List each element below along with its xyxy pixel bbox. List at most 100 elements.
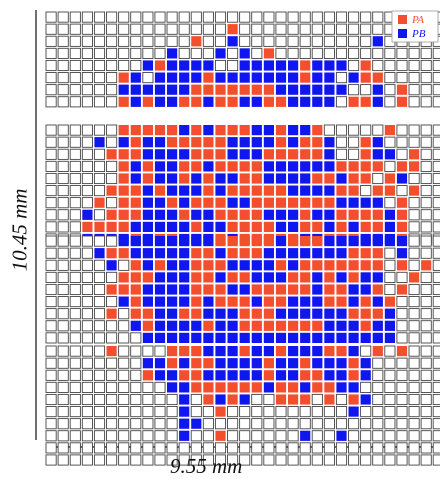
die-pb <box>360 332 371 343</box>
width-dimension-label: 9.55 mm <box>170 454 243 478</box>
die-empty <box>384 271 396 283</box>
die-pa <box>275 125 287 136</box>
die-pa <box>239 296 250 307</box>
die-pa <box>203 284 214 295</box>
die-empty <box>360 185 372 197</box>
die-pa <box>348 272 359 283</box>
die-empty <box>384 247 396 259</box>
die-pb <box>275 332 287 343</box>
die-empty <box>106 381 118 393</box>
die-empty <box>93 406 106 418</box>
die-pb <box>227 358 238 369</box>
die-empty <box>323 406 335 418</box>
die-empty <box>408 47 420 59</box>
die-pa <box>300 370 311 381</box>
die-empty <box>45 124 57 136</box>
die-pb <box>372 96 383 107</box>
die-empty <box>154 406 166 418</box>
die-pb <box>227 36 238 47</box>
die-empty <box>130 345 142 357</box>
die-empty <box>408 59 420 72</box>
die-pb <box>215 332 226 343</box>
die-pb <box>154 248 166 259</box>
die-empty <box>420 221 432 233</box>
die-pa <box>203 320 214 331</box>
die-pa <box>275 296 287 307</box>
die-pa <box>324 197 335 208</box>
die-pa <box>191 161 202 172</box>
die-pb <box>288 161 299 172</box>
die-empty <box>69 197 81 209</box>
die-pa <box>118 209 129 220</box>
die-empty <box>93 23 106 35</box>
die-pa <box>179 161 190 172</box>
die-pb <box>215 173 226 184</box>
die-empty <box>45 84 57 96</box>
die-empty <box>93 296 106 308</box>
die-pb <box>215 72 226 83</box>
die-empty <box>106 172 118 185</box>
die-empty <box>93 283 106 296</box>
die-empty <box>118 418 130 430</box>
die-pb <box>384 332 395 343</box>
die-pa <box>360 296 371 307</box>
die-empty <box>93 35 106 47</box>
die-empty <box>45 345 57 357</box>
die-pb <box>300 84 311 95</box>
die-pa <box>312 221 323 232</box>
die-empty <box>420 442 432 454</box>
die-pb <box>288 173 299 184</box>
die-pb <box>263 161 274 172</box>
die-empty <box>396 430 408 442</box>
die-pa <box>130 149 141 160</box>
die-empty <box>420 308 432 320</box>
die-pa <box>251 248 262 259</box>
die-empty <box>69 59 81 72</box>
die-empty <box>384 430 396 442</box>
die-empty <box>299 47 311 59</box>
die-empty <box>106 47 118 59</box>
die-empty <box>93 320 106 332</box>
die-pb <box>142 197 153 208</box>
die-empty <box>190 393 202 406</box>
die-empty <box>372 172 384 185</box>
die-pb <box>372 84 383 95</box>
die-empty <box>420 96 432 108</box>
die-empty <box>396 454 408 466</box>
die-pa <box>372 161 383 172</box>
die-pa <box>239 236 250 247</box>
die-pa <box>263 96 274 107</box>
die-pb <box>336 358 347 369</box>
die-empty <box>69 345 81 357</box>
die-pa <box>263 197 274 208</box>
die-empty <box>81 47 93 59</box>
die-pa <box>263 48 274 59</box>
die-pb <box>179 320 190 331</box>
die-pa <box>239 308 250 319</box>
die-pb <box>324 60 335 71</box>
die-pa <box>288 236 299 247</box>
die-empty <box>420 72 432 84</box>
die-empty <box>130 406 142 418</box>
die-empty <box>432 221 440 233</box>
die-pb <box>215 248 226 259</box>
die-empty <box>93 271 106 283</box>
die-pa <box>336 296 347 307</box>
die-pb <box>130 161 141 172</box>
die-pb <box>275 370 287 381</box>
legend-label-pa: PA <box>411 14 424 26</box>
die-pb <box>239 284 250 295</box>
die-pa <box>106 308 117 319</box>
die-pb <box>300 96 311 107</box>
die-empty <box>432 345 440 357</box>
die-empty <box>275 442 287 454</box>
die-empty <box>432 308 440 320</box>
die-pa <box>203 149 214 160</box>
die-pb <box>263 260 274 271</box>
die-pa <box>336 260 347 271</box>
die-pb <box>142 149 153 160</box>
die-empty <box>408 369 420 381</box>
die-empty <box>45 442 57 454</box>
die-pa <box>360 320 371 331</box>
die-pa <box>227 96 238 107</box>
